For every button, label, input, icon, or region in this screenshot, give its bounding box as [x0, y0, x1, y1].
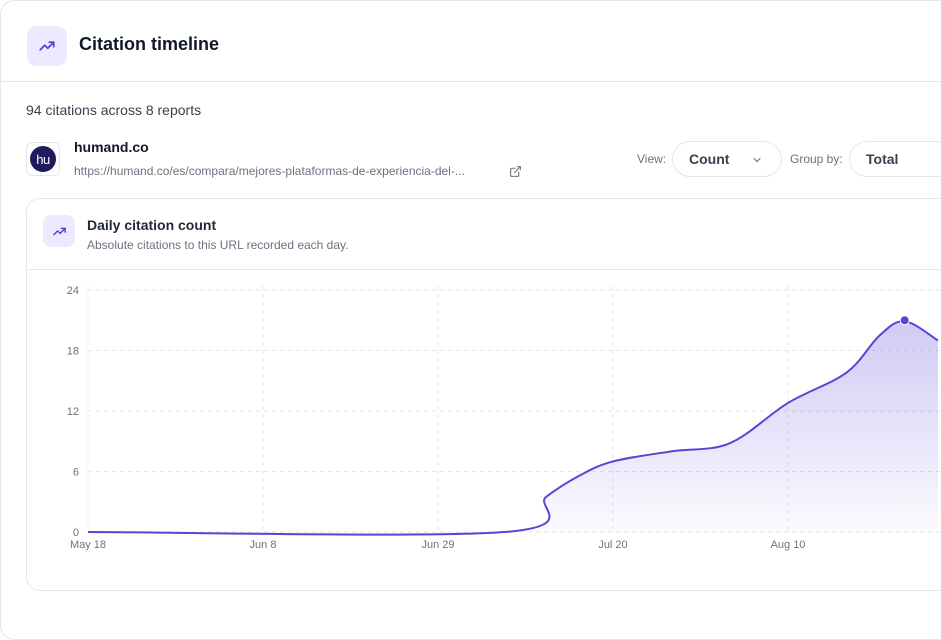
group-by-label: Group by: — [790, 152, 843, 166]
y-tick-label: 12 — [67, 406, 79, 418]
x-tick-label: Jun 8 — [250, 539, 277, 551]
x-tick-label: Jun 29 — [421, 539, 454, 551]
trending-up-icon — [43, 215, 75, 247]
trending-up-icon — [27, 26, 67, 66]
site-name: humand.co — [74, 139, 149, 155]
y-tick-label: 18 — [67, 346, 79, 358]
citation-series-line — [87, 320, 939, 536]
card-subtitle: Absolute citations to this URL recorded … — [87, 238, 349, 252]
external-link-icon[interactable] — [509, 165, 522, 178]
x-tick-label: Aug 10 — [771, 539, 806, 551]
chevron-down-icon — [753, 157, 761, 163]
y-tick-label: 24 — [67, 285, 79, 297]
site-logo: hu — [26, 142, 60, 176]
x-tick-label: May 18 — [70, 539, 106, 551]
citation-area-fill — [88, 321, 938, 535]
card-title: Daily citation count — [87, 217, 217, 233]
y-tick-label: 0 — [73, 527, 79, 539]
y-tick-label: 6 — [73, 467, 79, 479]
group-by-select[interactable]: Total — [849, 141, 941, 177]
panel-title: Citation timeline — [79, 34, 220, 54]
site-logo-mark: hu — [30, 146, 56, 172]
view-label: View: — [637, 152, 667, 166]
view-select[interactable]: Count — [672, 141, 782, 177]
group-by-select-value: Total — [866, 151, 899, 167]
card-divider — [27, 269, 941, 270]
view-select-value: Count — [689, 151, 730, 167]
header-divider — [0, 81, 941, 82]
citation-summary: 94 citations across 8 reports — [26, 102, 202, 118]
citation-area-chart: 0 6 12 18 24 May 18 Jun 8 Jun 29 Jul 20 Aug 10 — [67, 285, 941, 551]
x-tick-label: Jul 20 — [598, 539, 627, 551]
highlight-point — [899, 315, 910, 326]
